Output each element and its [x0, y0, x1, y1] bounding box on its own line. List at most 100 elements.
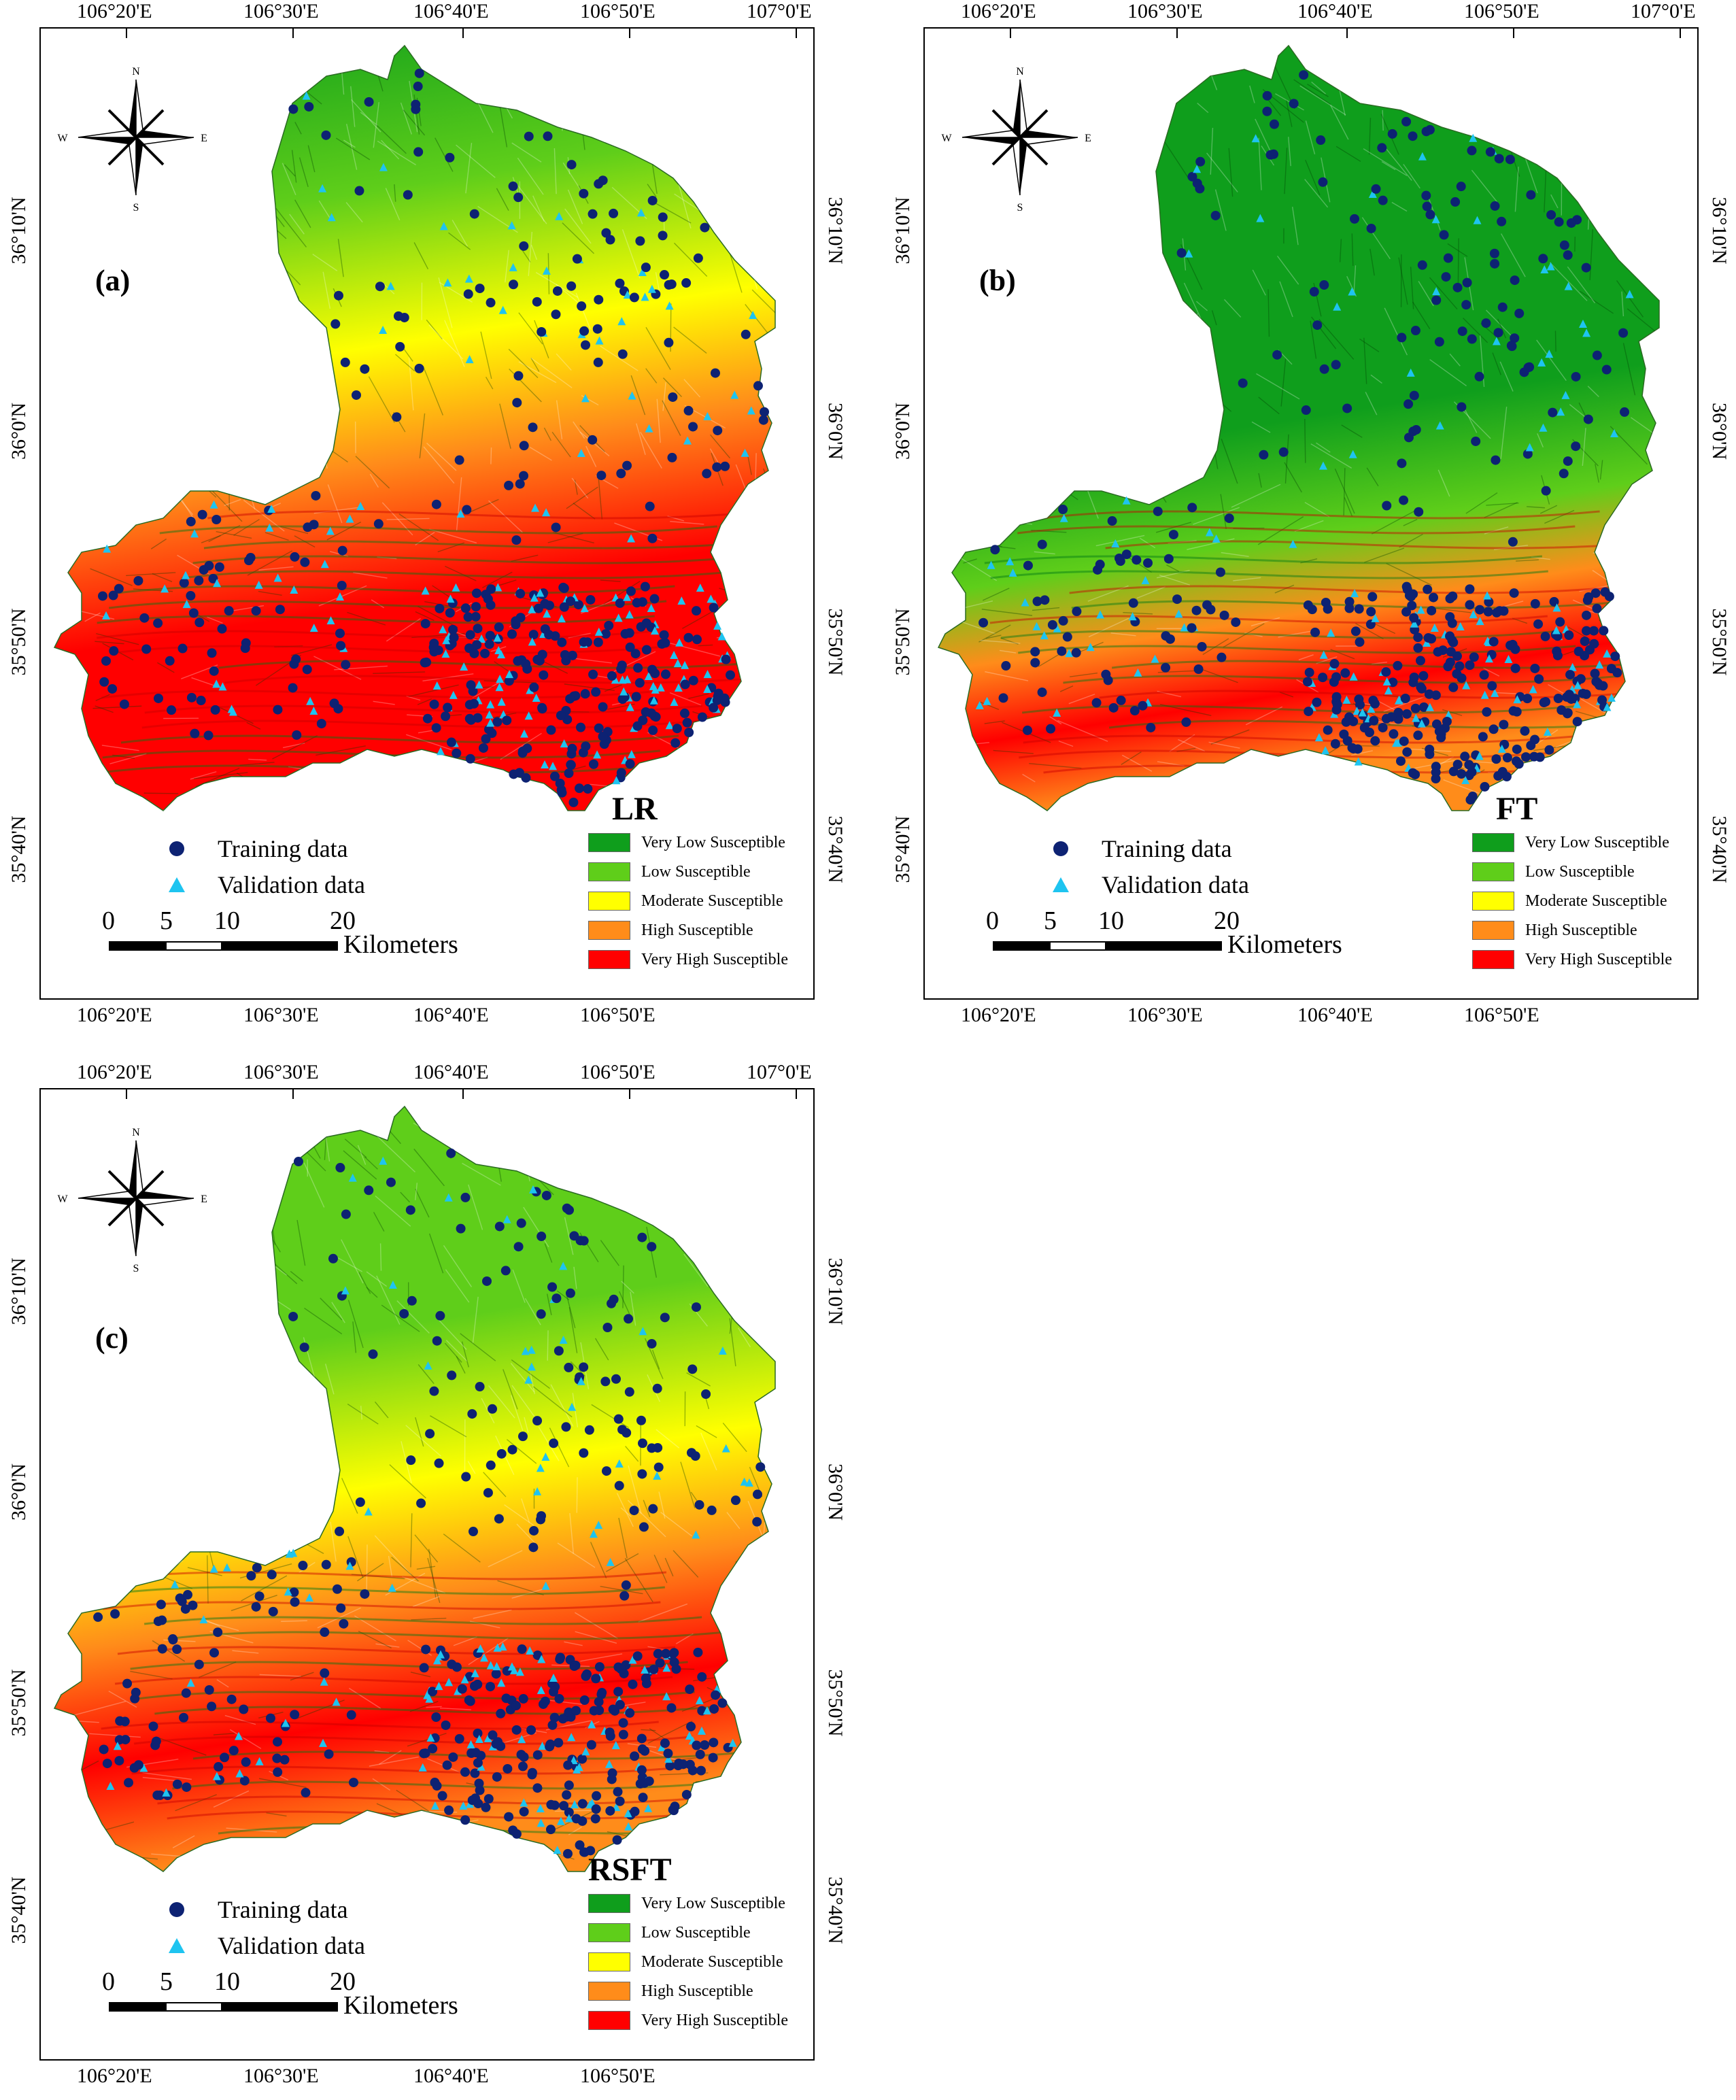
training-point	[432, 1336, 442, 1346]
training-point	[511, 1701, 522, 1711]
training-point	[304, 101, 314, 112]
terrain-hatch	[1512, 617, 1528, 624]
terrain-hatch	[1656, 597, 1659, 607]
terrain-hatch	[232, 1650, 259, 1654]
training-point	[605, 1727, 615, 1738]
terrain-hatch	[1654, 154, 1659, 197]
terrain-hatch	[333, 1255, 363, 1272]
validation-point	[505, 670, 514, 679]
training-point	[1450, 197, 1461, 207]
terrain-hatch	[1471, 169, 1499, 204]
terrain-hatch	[974, 362, 1012, 400]
terrain-hatch	[226, 1827, 277, 1833]
training-point	[364, 1185, 374, 1196]
validation-point	[265, 523, 274, 532]
terrain-hatch	[405, 1425, 441, 1457]
validation-point	[446, 594, 455, 603]
validation-point	[1476, 617, 1484, 626]
legend-validation-label: Validation data	[1102, 871, 1249, 898]
terrain-hatch	[373, 700, 395, 705]
terrain-hatch	[530, 358, 540, 372]
validation-point	[611, 1741, 620, 1750]
terrain-hatch	[769, 560, 775, 567]
training-point	[1307, 605, 1317, 615]
training-point	[1510, 275, 1520, 286]
training-point	[1377, 143, 1387, 153]
terrain-hatch	[413, 1149, 445, 1187]
training-point	[1424, 689, 1434, 699]
training-point	[420, 619, 430, 629]
validation-point	[1425, 702, 1434, 711]
terrain-hatch	[1197, 103, 1209, 114]
training-point	[469, 648, 479, 658]
validation-point	[1368, 189, 1377, 198]
terrain-hatch	[434, 760, 460, 770]
terrain-hatch	[272, 1261, 298, 1285]
training-point	[1153, 506, 1163, 516]
terrain-hatch	[1370, 374, 1382, 384]
terrain-hatch	[688, 693, 709, 699]
terrain-hatch	[415, 1188, 430, 1218]
training-point	[496, 1449, 507, 1459]
terrain-hatch	[636, 423, 646, 456]
validation-point	[626, 702, 634, 711]
terrain-hatch	[1203, 669, 1238, 683]
validation-point	[588, 1720, 596, 1729]
training-point	[468, 1527, 478, 1537]
terrain-hatch	[658, 1491, 666, 1519]
training-point	[567, 743, 577, 753]
lon-label-top: 107°0'E	[747, 0, 812, 22]
terrain-hatch	[986, 291, 1022, 333]
terrain-hatch	[344, 1138, 367, 1158]
validation-point	[1382, 677, 1391, 686]
terrain-hatch	[675, 1825, 715, 1846]
terrain-hatch	[575, 1631, 617, 1644]
terrain-hatch	[488, 1550, 523, 1568]
training-point	[629, 292, 639, 303]
validation-point	[437, 1650, 445, 1659]
validation-point	[674, 683, 683, 692]
terrain-hatch	[1140, 411, 1172, 439]
terrain-hatch	[184, 182, 186, 216]
compass-letter: S	[1017, 202, 1023, 214]
training-point	[1195, 156, 1206, 167]
terrain-hatch	[1258, 396, 1280, 415]
training-point	[558, 582, 568, 592]
training-point	[616, 664, 626, 674]
training-point	[605, 1806, 615, 1816]
legend-class-label: Very High Susceptible	[1525, 950, 1672, 968]
terrain-hatch	[248, 1867, 296, 1872]
terrain-hatch	[385, 188, 401, 221]
terrain-hatch	[1152, 434, 1157, 463]
terrain-hatch	[216, 531, 252, 539]
training-point	[431, 499, 441, 509]
terrain-hatch	[775, 119, 780, 158]
validation-point	[692, 1530, 700, 1539]
terrain-hatch	[432, 585, 452, 599]
training-point	[1538, 254, 1548, 264]
terrain-hatch	[410, 1513, 413, 1568]
terrain-hatch	[1484, 502, 1518, 518]
validation-point	[1603, 649, 1612, 658]
terrain-hatch	[239, 1850, 265, 1866]
validation-point	[1462, 681, 1471, 690]
terrain-hatch	[568, 1307, 578, 1353]
legend-swatch	[588, 1894, 630, 1913]
training-point	[511, 535, 522, 545]
map-panel-a: N S E W (a) Training data Validation data 0 5 10 2…	[0, 0, 857, 1034]
training-point	[1339, 729, 1349, 739]
terrain-hatch	[250, 482, 263, 498]
training-point	[1457, 326, 1467, 337]
terrain-hatch	[761, 206, 773, 223]
terrain-hatch	[1527, 506, 1546, 509]
training-point	[336, 641, 346, 651]
training-point	[316, 719, 326, 729]
terrain-hatch	[641, 1729, 656, 1731]
terrain-hatch	[585, 445, 597, 467]
terrain-hatch	[652, 201, 692, 224]
terrain-hatch	[152, 573, 173, 583]
training-point	[519, 241, 529, 251]
validation-point	[559, 1335, 568, 1344]
training-point	[1269, 119, 1279, 129]
terrain-hatch	[247, 1332, 258, 1352]
